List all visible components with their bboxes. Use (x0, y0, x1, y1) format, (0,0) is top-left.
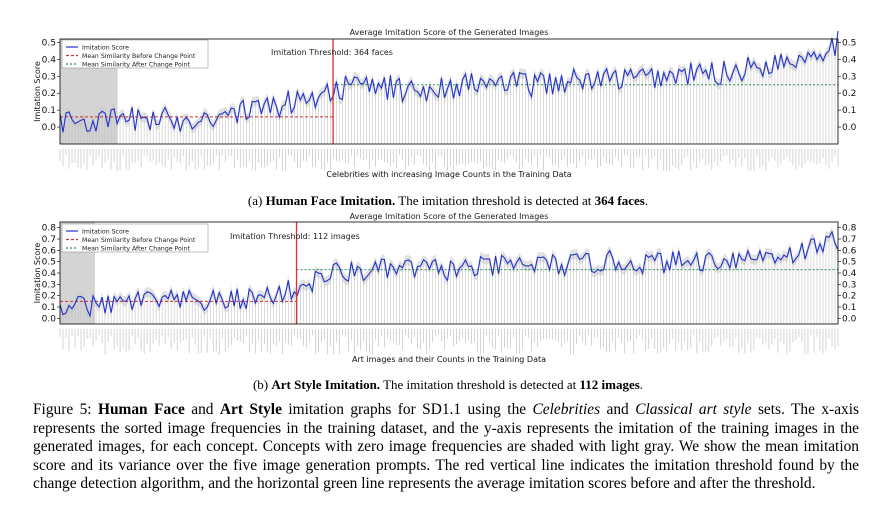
y-tick-label-left: 0.1 (42, 303, 56, 313)
art-caption-bold: Art Style Imitation. (271, 377, 381, 392)
fig-caption-t4: and (600, 401, 636, 418)
y-tick-label-left: 0.8 (42, 224, 57, 234)
y-tick-label-right: 0.3 (842, 72, 856, 82)
imitation-score-line (59, 30, 839, 133)
y-tick-label-right: 0.5 (842, 258, 856, 268)
y-tick-label-right: 0.2 (842, 292, 856, 302)
variance-band (60, 26, 838, 138)
y-axis-label: Imitation Score (33, 243, 42, 304)
x-tick-labels (59, 329, 839, 355)
legend-entry: Mean Similarity Before Change Point (82, 237, 196, 244)
y-tick-label-right: 0.0 (842, 314, 857, 324)
legend-entry: Imitation Score (82, 45, 129, 52)
y-tick-label-right: 0.4 (842, 269, 857, 279)
legend-entry: Mean Similarity After Change Point (82, 62, 190, 69)
fig-caption-t3: imitation graphs for SD1.1 using the (281, 401, 533, 418)
y-tick-label-right: 0.1 (842, 106, 856, 116)
art-caption-end: . (639, 377, 644, 392)
art-caption-value: 112 images (579, 377, 640, 392)
concept-grid (59, 39, 839, 144)
fig-caption-t2: and (184, 401, 220, 418)
face-caption-text: The imitation threshold is detected at (395, 193, 595, 208)
fig-caption-b2: Art Style (219, 401, 282, 418)
face-caption-bold: Human Face Imitation. (265, 193, 396, 208)
x-tick-labels (59, 149, 839, 171)
y-tick-label-left: 0.5 (42, 38, 56, 48)
y-tick-label-right: 0.7 (842, 235, 856, 245)
art-imitation-svg: Average Imitation Score of the Generated… (33, 212, 857, 364)
y-tick-label-left: 0.2 (42, 292, 56, 302)
y-tick-label-left: 0.7 (42, 235, 56, 245)
y-tick-label-left: 0.0 (42, 123, 57, 133)
face-caption-value: 364 faces (594, 193, 645, 208)
threshold-label: Imitation Threshold: 112 images (230, 232, 360, 241)
chart-title: Average Imitation Score of the Generated… (350, 28, 549, 37)
imitation-score-line (59, 230, 839, 318)
concept-grid (59, 231, 839, 324)
y-tick-label-right: 0.0 (842, 123, 857, 133)
face-caption-prefix: (a) (247, 193, 266, 208)
y-tick-label-right: 0.6 (842, 246, 857, 256)
y-tick-label-left: 0.4 (42, 269, 57, 279)
y-axis-label: Imitation Score (33, 61, 42, 122)
y-tick-label-left: 0.3 (42, 72, 56, 82)
fig-caption-i1: Celebrities (532, 401, 601, 418)
y-tick-label-left: 0.0 (42, 314, 57, 324)
face-imitation-chart: Average Imitation Score of the Generated… (0, 22, 896, 190)
face-imitation-svg: Average Imitation Score of the Generated… (33, 26, 857, 179)
threshold-label: Imitation Threshold: 364 faces (271, 48, 393, 57)
chart-title: Average Imitation Score of the Generated… (350, 212, 549, 221)
face-caption-end: . (644, 193, 649, 208)
art-caption-prefix: (b) (252, 377, 272, 392)
fig-caption-i2: Classical art style (635, 401, 752, 418)
legend-entry: Imitation Score (82, 229, 129, 236)
face-caption: (a) Human Face Imitation. The imitation … (0, 193, 896, 209)
y-tick-label-right: 0.3 (842, 280, 856, 290)
x-axis-label: Celebrities with increasing Image Counts… (326, 170, 571, 179)
y-tick-label-left: 0.1 (42, 106, 56, 116)
y-tick-label-left: 0.6 (42, 246, 57, 256)
x-axis-label: Art images and their Counts in the Train… (352, 355, 546, 364)
y-tick-label-right: 0.2 (842, 89, 856, 99)
y-tick-label-right: 0.4 (842, 55, 857, 65)
fig-caption-t5: sets. The x-axis represents the sorted i… (33, 401, 860, 493)
art-caption-text: The imitation threshold is detected at (380, 377, 580, 392)
legend-entry: Mean Similarity Before Change Point (82, 53, 196, 60)
legend-box (61, 223, 209, 253)
fig-caption-b1: Human Face (98, 401, 185, 418)
art-caption: (b) Art Style Imitation. The imitation t… (0, 377, 896, 393)
y-tick-label-left: 0.2 (42, 89, 56, 99)
y-tick-label-right: 0.8 (842, 224, 857, 234)
plot-frame (59, 38, 839, 145)
y-tick-label-left: 0.3 (42, 280, 56, 290)
legend-box (61, 39, 209, 69)
legend-entry: Mean Similarity After Change Point (82, 246, 190, 253)
y-tick-label-left: 0.5 (42, 258, 56, 268)
y-tick-label-right: 0.1 (842, 303, 856, 313)
art-imitation-chart: Average Imitation Score of the Generated… (0, 208, 896, 376)
figure-caption: Figure 5: Human Face and Art Style imita… (33, 401, 859, 494)
fig-caption-t1: Figure 5: (33, 401, 99, 418)
y-tick-label-left: 0.4 (42, 55, 57, 65)
y-tick-label-right: 0.5 (842, 38, 856, 48)
